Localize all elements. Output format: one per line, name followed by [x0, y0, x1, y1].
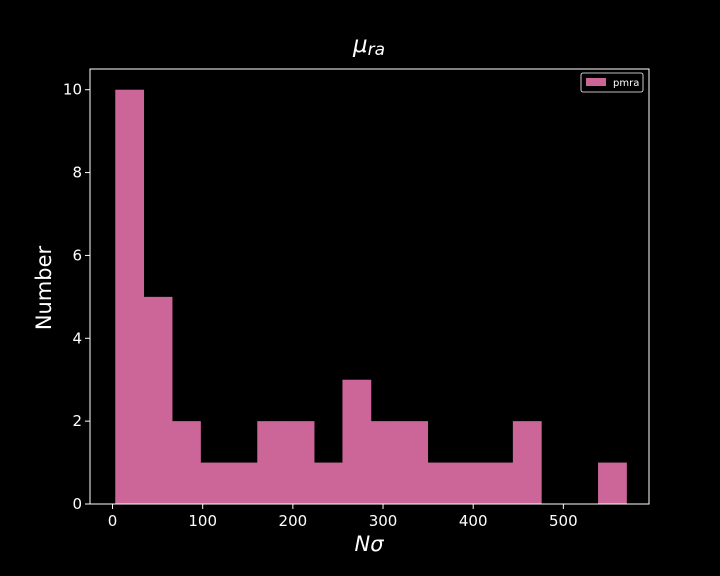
- x-tick-label: 500: [549, 512, 578, 530]
- histogram-bar: [342, 379, 372, 504]
- y-tick-label: 6: [72, 246, 82, 264]
- y-axis-ticks: 0 2 4 6 8 10: [63, 81, 90, 513]
- histogram-bar: [143, 296, 173, 504]
- histogram-bar: [172, 421, 201, 504]
- histogram-bar: [512, 421, 542, 504]
- histogram-bars: [115, 89, 627, 505]
- x-tick-label: 200: [279, 512, 308, 530]
- chart-title-main: μ: [352, 32, 368, 58]
- axes-frame: [89, 68, 650, 505]
- histogram-bar: [598, 462, 627, 504]
- y-tick-label: 4: [72, 329, 82, 347]
- legend-swatch-pmra: [586, 78, 606, 86]
- legend-box: [580, 72, 644, 93]
- x-tick-label: 0: [108, 512, 118, 530]
- legend-label-pmra: pmra: [613, 78, 639, 89]
- histogram-bar: [228, 462, 258, 504]
- y-tick-label: 8: [72, 164, 82, 182]
- x-tick-label: 100: [188, 512, 217, 530]
- histogram-bar: [115, 89, 145, 505]
- x-axis-ticks: 0 100 200 300 400 500: [108, 504, 578, 530]
- y-tick-label: 10: [63, 81, 82, 99]
- y-axis-label: Number: [32, 245, 56, 330]
- y-tick-label: 2: [72, 412, 82, 430]
- x-tick-label: 400: [459, 512, 488, 530]
- histogram-bar: [314, 462, 343, 504]
- chart-title-subscript: ra: [368, 40, 385, 60]
- histogram-bar: [484, 462, 514, 504]
- histogram-bar: [285, 421, 315, 504]
- y-tick-label: 0: [72, 495, 82, 513]
- histogram-bar: [257, 421, 287, 504]
- histogram-bar: [370, 421, 400, 504]
- chart-title: μra: [352, 32, 385, 60]
- histogram-bar: [399, 421, 429, 504]
- x-tick-label: 300: [369, 512, 398, 530]
- x-axis-label: Nσ: [354, 532, 384, 556]
- histogram-bar: [200, 462, 230, 504]
- histogram-bar: [427, 462, 457, 504]
- legend: pmra: [580, 72, 644, 93]
- histogram-bar: [456, 462, 485, 504]
